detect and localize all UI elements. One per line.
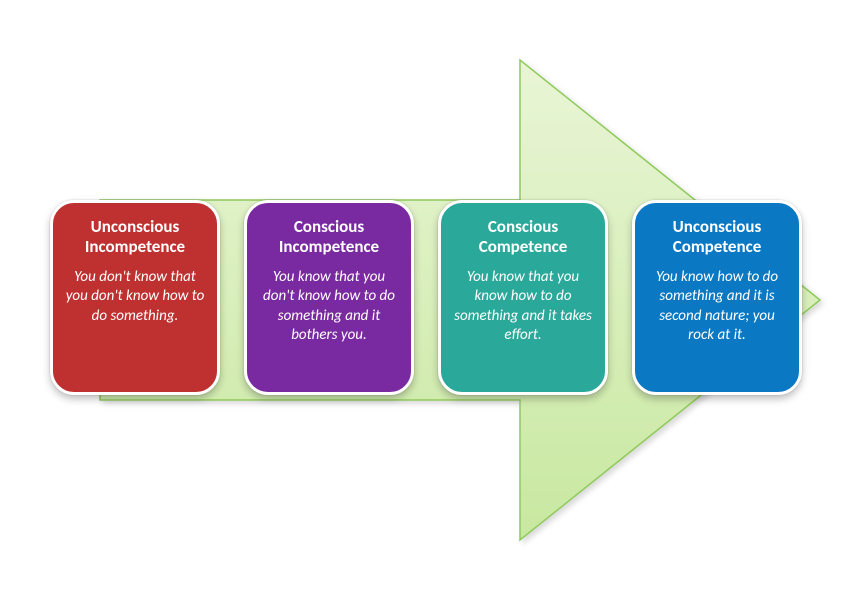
card-desc: You know that you know how to do somethi… — [453, 268, 593, 346]
card-title: Conscious Competence — [453, 217, 593, 258]
stage-card-4: Unconscious Competence You know how to d… — [632, 200, 802, 395]
card-title: Unconscious Competence — [647, 217, 787, 258]
card-desc: You know how to do something and it is s… — [647, 268, 787, 346]
card-desc: You know that you don't know how to do s… — [259, 268, 399, 346]
cards-row: Unconscious Incompetence You don't know … — [50, 200, 802, 395]
stage-card-3: Conscious Competence You know that you k… — [438, 200, 608, 395]
card-title: Unconscious Incompetence — [65, 217, 205, 258]
diagram-stage: Unconscious Incompetence You don't know … — [0, 0, 860, 589]
card-desc: You don't know that you don't know how t… — [65, 268, 205, 327]
stage-card-1: Unconscious Incompetence You don't know … — [50, 200, 220, 395]
card-title: Conscious Incompetence — [259, 217, 399, 258]
stage-card-2: Conscious Incompetence You know that you… — [244, 200, 414, 395]
